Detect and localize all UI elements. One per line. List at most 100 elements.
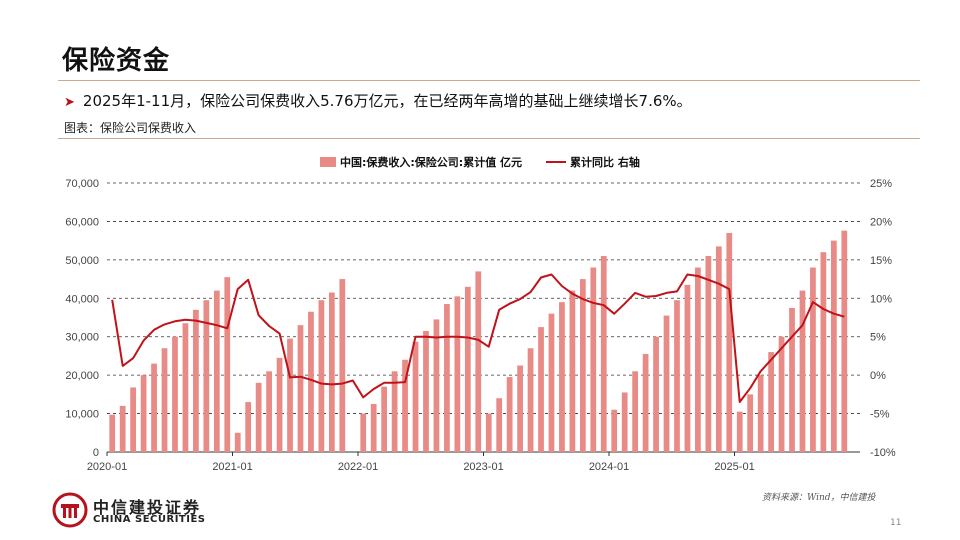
bar	[119, 405, 126, 452]
bar	[590, 267, 597, 452]
bar	[464, 286, 471, 452]
bar	[140, 375, 147, 452]
bar	[705, 256, 712, 452]
bullet-text: 2025年1-11月，保险公司保费收入5.76万亿元，在已经两年高增的基础上继续…	[82, 92, 692, 110]
bar	[517, 365, 523, 452]
legend-bar-swatch	[320, 157, 336, 167]
bar	[161, 348, 168, 452]
bar	[579, 279, 586, 452]
bar	[360, 413, 367, 452]
y-right-tick-label: -5%	[870, 409, 890, 421]
bar	[799, 290, 806, 452]
bar	[151, 363, 157, 452]
bar	[527, 348, 534, 452]
x-tick-label: 2024-01	[589, 461, 629, 473]
bar	[684, 284, 691, 452]
bar	[506, 377, 513, 452]
bar	[841, 230, 848, 452]
y-left-tick-label: 70,000	[65, 178, 99, 190]
bar	[830, 240, 837, 452]
y-left-tick-label: 60,000	[65, 216, 99, 228]
bar	[810, 267, 816, 452]
bar	[485, 413, 492, 452]
bar	[224, 277, 231, 452]
y-left-tick-label: 30,000	[65, 332, 99, 344]
x-tick-label: 2022-01	[338, 461, 378, 473]
bar	[548, 313, 555, 452]
y-right-tick-label: -10%	[870, 447, 896, 459]
y-right-tick-label: 5%	[870, 332, 886, 344]
bar	[245, 402, 252, 452]
slide-title: 保险资金	[62, 46, 171, 76]
bullet-arrow-icon: ➤	[64, 95, 75, 110]
bar	[674, 300, 680, 452]
bar	[768, 352, 774, 452]
bar	[747, 394, 754, 452]
y-left-tick-label: 0	[93, 447, 99, 459]
bar	[109, 414, 116, 452]
chart-caption: 图表：保险公司保费收入	[64, 121, 197, 135]
legend-line-label: 累计同比 右轴	[570, 155, 640, 169]
bar	[203, 300, 210, 452]
bar	[193, 309, 199, 452]
bar	[276, 357, 283, 452]
bar	[381, 386, 388, 452]
bar	[287, 338, 293, 452]
y-right-tick-label: 10%	[870, 293, 892, 305]
bar	[339, 279, 346, 452]
bar	[621, 392, 628, 452]
y-right-tick-label: 20%	[870, 216, 892, 228]
bar	[266, 371, 272, 452]
y-right-tick-label: 25%	[870, 178, 892, 190]
x-tick-label: 2023-01	[463, 461, 503, 473]
y-left-tick-label: 10,000	[65, 409, 99, 421]
bar	[736, 411, 743, 452]
bar	[820, 252, 827, 452]
y-right-tick-label: 15%	[870, 255, 892, 267]
bar	[789, 307, 795, 452]
bar	[318, 300, 325, 452]
logo-english-name: CHINA SECURITIES	[93, 514, 206, 525]
title-divider	[58, 80, 920, 81]
bar	[255, 382, 262, 452]
bar	[600, 256, 607, 452]
bar	[297, 325, 304, 452]
data-source-note: 资料来源：Wind，中信建投	[762, 493, 876, 503]
china-securities-logo-icon	[52, 492, 88, 532]
bar	[695, 267, 701, 452]
bar	[402, 359, 408, 452]
bar	[308, 311, 314, 452]
bar	[328, 292, 335, 452]
page-number: 11	[890, 518, 902, 528]
bar	[130, 387, 137, 452]
bar	[642, 354, 649, 452]
y-left-tick-label: 20,000	[65, 370, 99, 382]
bar	[663, 315, 670, 452]
bar	[433, 319, 440, 452]
bar	[370, 403, 377, 452]
bar	[611, 409, 618, 452]
bar	[653, 336, 659, 452]
bar	[632, 371, 639, 452]
bar	[213, 290, 220, 452]
x-tick-label: 2020-01	[87, 461, 127, 473]
bar	[757, 375, 764, 452]
logo-chinese-name: 中信建投证券	[93, 498, 202, 517]
bar	[569, 290, 576, 452]
bar	[182, 323, 189, 452]
bar	[172, 336, 178, 452]
x-tick-label: 2021-01	[212, 461, 252, 473]
bar	[412, 341, 419, 452]
x-tick-label: 2025-01	[714, 461, 754, 473]
bar	[715, 246, 722, 452]
bar	[726, 232, 733, 452]
bar	[234, 432, 241, 452]
legend-bar-label: 中国:保费收入:保险公司:累计值 亿元	[340, 155, 522, 169]
bar	[423, 330, 429, 452]
caption-divider	[58, 138, 920, 139]
bar	[538, 327, 544, 452]
bar	[778, 336, 785, 452]
bar	[391, 371, 398, 452]
bullet-point: ➤ 2025年1-11月，保险公司保费收入5.76万亿元，在已经两年高增的基础上继…	[64, 90, 692, 111]
